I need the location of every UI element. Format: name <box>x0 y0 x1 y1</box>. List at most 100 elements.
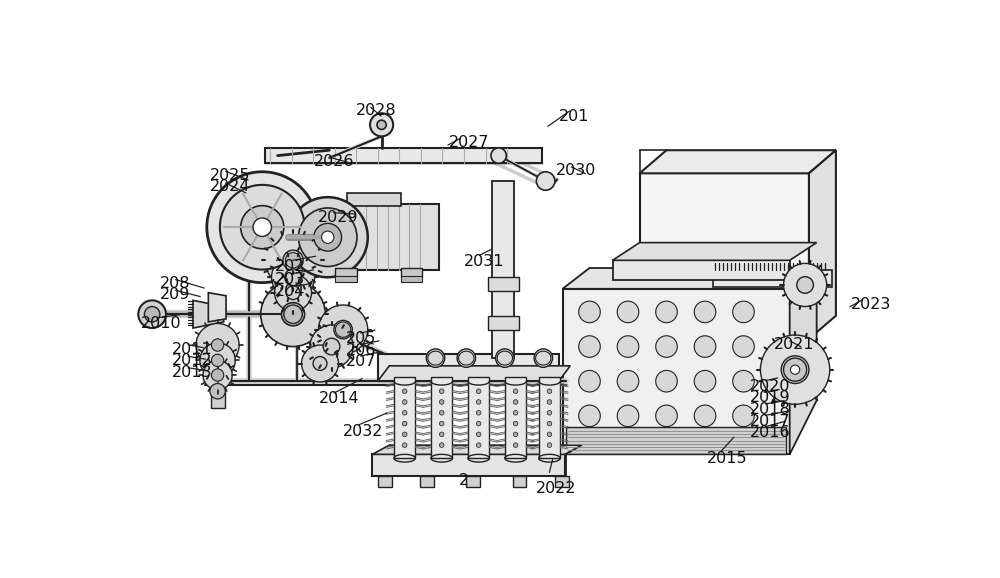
Circle shape <box>285 253 301 268</box>
Circle shape <box>377 120 386 129</box>
Text: 2014: 2014 <box>318 391 359 406</box>
Polygon shape <box>382 447 578 454</box>
Circle shape <box>476 400 481 404</box>
Circle shape <box>784 264 827 306</box>
Circle shape <box>210 384 225 399</box>
Polygon shape <box>208 292 226 322</box>
Text: 2016: 2016 <box>750 425 790 440</box>
Circle shape <box>760 335 830 404</box>
Circle shape <box>253 218 271 236</box>
Text: 2028: 2028 <box>355 103 396 118</box>
Text: 2: 2 <box>459 473 469 488</box>
Bar <box>512 476 526 487</box>
Circle shape <box>513 432 518 436</box>
Circle shape <box>220 185 305 269</box>
Bar <box>211 385 225 408</box>
Bar <box>335 276 357 282</box>
Text: 205: 205 <box>345 331 376 346</box>
Polygon shape <box>809 150 836 339</box>
Circle shape <box>265 232 321 288</box>
Bar <box>640 173 809 339</box>
Circle shape <box>513 389 518 394</box>
Circle shape <box>439 421 444 426</box>
Circle shape <box>547 389 552 394</box>
Bar <box>372 454 565 476</box>
Bar <box>401 276 422 282</box>
Circle shape <box>733 301 754 323</box>
Circle shape <box>241 206 284 249</box>
Circle shape <box>547 432 552 436</box>
Circle shape <box>426 349 445 368</box>
Circle shape <box>302 345 338 382</box>
Circle shape <box>491 148 506 164</box>
Polygon shape <box>193 301 224 328</box>
Bar <box>488 316 519 329</box>
Text: 204: 204 <box>275 284 306 299</box>
Text: 2019: 2019 <box>750 391 790 405</box>
Circle shape <box>402 389 407 394</box>
Polygon shape <box>613 243 817 260</box>
Circle shape <box>536 172 555 190</box>
Circle shape <box>733 336 754 357</box>
Circle shape <box>284 305 302 324</box>
Circle shape <box>196 324 239 366</box>
Circle shape <box>476 443 481 447</box>
Circle shape <box>271 255 315 299</box>
Text: 2010: 2010 <box>141 316 182 331</box>
Polygon shape <box>790 268 817 454</box>
Text: 2013: 2013 <box>172 365 213 380</box>
Circle shape <box>282 303 305 326</box>
Circle shape <box>656 301 677 323</box>
Bar <box>613 260 790 280</box>
Circle shape <box>534 349 553 368</box>
Circle shape <box>476 389 481 394</box>
Circle shape <box>656 370 677 392</box>
Circle shape <box>476 432 481 436</box>
Circle shape <box>547 410 552 415</box>
Circle shape <box>513 443 518 447</box>
Text: 2018: 2018 <box>750 402 790 417</box>
Circle shape <box>211 369 224 381</box>
Circle shape <box>547 421 552 426</box>
Circle shape <box>334 320 352 339</box>
Text: 2026: 2026 <box>314 154 354 169</box>
Circle shape <box>496 349 514 368</box>
Text: 2030: 2030 <box>556 164 596 178</box>
Polygon shape <box>372 445 582 454</box>
Text: 201: 201 <box>559 109 589 124</box>
Bar <box>555 476 569 487</box>
Circle shape <box>579 370 600 392</box>
Circle shape <box>310 325 353 368</box>
Bar <box>566 427 786 454</box>
Text: 2027: 2027 <box>449 135 490 150</box>
Bar <box>468 377 489 458</box>
Bar <box>332 204 439 269</box>
Bar <box>466 476 480 487</box>
Circle shape <box>138 301 166 328</box>
Circle shape <box>476 410 481 415</box>
Circle shape <box>733 405 754 427</box>
Circle shape <box>547 400 552 404</box>
Text: 2012: 2012 <box>172 354 213 369</box>
Bar <box>382 454 566 476</box>
Text: 202: 202 <box>275 259 306 274</box>
Circle shape <box>694 301 716 323</box>
Polygon shape <box>640 150 836 173</box>
Circle shape <box>439 432 444 436</box>
Circle shape <box>288 197 368 277</box>
Circle shape <box>733 370 754 392</box>
Circle shape <box>513 410 518 415</box>
Circle shape <box>318 305 368 354</box>
Text: 208: 208 <box>160 276 190 291</box>
Circle shape <box>312 222 343 253</box>
Bar <box>492 181 514 358</box>
Text: 2015: 2015 <box>707 450 747 465</box>
Bar <box>713 269 832 287</box>
Circle shape <box>694 370 716 392</box>
Bar <box>505 377 526 458</box>
Polygon shape <box>378 366 570 381</box>
Circle shape <box>457 349 476 368</box>
Text: 2024: 2024 <box>210 180 250 194</box>
Circle shape <box>402 400 407 404</box>
Circle shape <box>323 338 340 355</box>
